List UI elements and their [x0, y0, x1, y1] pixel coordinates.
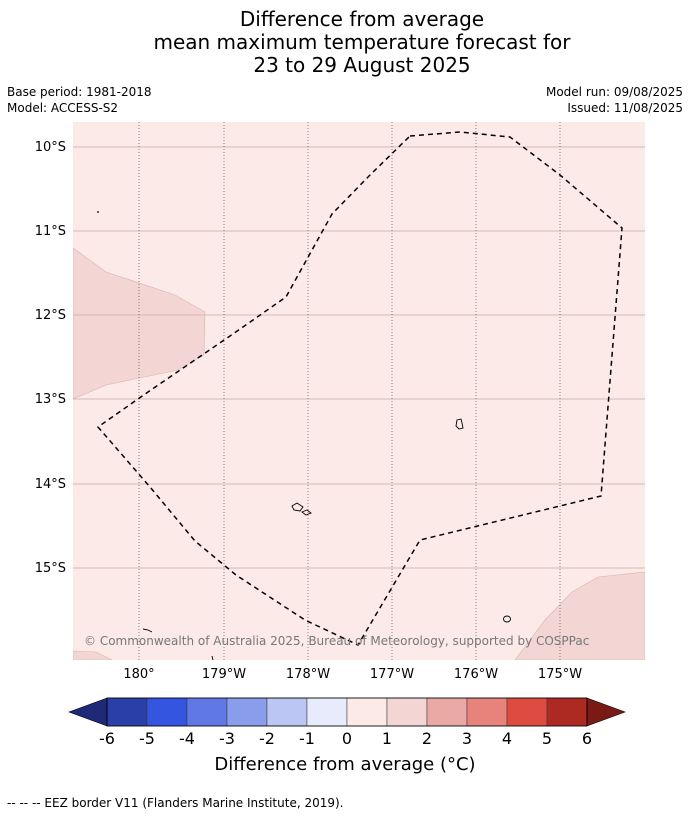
- title-line-1: Difference from average: [239, 7, 485, 31]
- colorbar-bin: [266, 697, 308, 727]
- colorbar-bin: [346, 697, 388, 727]
- colorbar-tick-label: 3: [462, 729, 472, 748]
- latitude-labels: 10°S 11°S 12°S 13°S 14°S 15°S: [35, 140, 66, 576]
- lat-label-11s: 11°S: [35, 224, 66, 239]
- colorbar-tick-label: 5: [542, 729, 552, 748]
- colorbar-tick-label: -5: [139, 729, 155, 748]
- colorbar-tick-label: 4: [502, 729, 512, 748]
- anomaly-patch-southeast: [514, 571, 645, 660]
- island-small-se: [503, 615, 511, 623]
- colorbar-tick-label: 2: [422, 729, 432, 748]
- colorbar-tick-label: 6: [582, 729, 592, 748]
- colorbar-tick-label: -2: [259, 729, 275, 748]
- colorbar-tick-label: -4: [179, 729, 195, 748]
- lon-label-180: 180°: [123, 667, 154, 682]
- title-line-2: mean maximum temperature forecast for: [153, 30, 571, 54]
- colorbar-extend-high: [586, 697, 626, 727]
- meta-right: Model run: 09/08/2025 Issued: 11/08/2025: [546, 84, 683, 116]
- lat-label-12s: 12°S: [35, 308, 66, 323]
- island-futuna: [291, 502, 304, 512]
- copyright-text: © Commonwealth of Australia 2025, Bureau…: [84, 634, 589, 648]
- island-speck-nw: [97, 211, 99, 213]
- island-speck-sw: [142, 628, 153, 633]
- model-run-text: Model run: 09/08/2025: [545, 85, 683, 99]
- eez-border: [96, 131, 623, 646]
- island-speck-south: [211, 655, 214, 660]
- colorbar-tick-label: 0: [342, 729, 352, 748]
- colorbar-bin: [106, 697, 148, 727]
- lat-label-14s: 14°S: [35, 477, 66, 492]
- lon-label-178w: 178°W: [286, 667, 330, 682]
- lat-label-10s: 10°S: [35, 140, 66, 155]
- colorbar-bin: [226, 697, 268, 727]
- latitude-gridlines: [73, 146, 645, 569]
- island-alofi: [301, 509, 312, 516]
- colorbar-tick-label: -3: [219, 729, 235, 748]
- lon-label-177w: 177°W: [370, 667, 414, 682]
- colorbar-outline: [106, 697, 588, 727]
- eez-legend-note: -- -- -- EEZ border V11 (Flanders Marine…: [7, 796, 344, 810]
- colorbar-label: Difference from average (°C): [214, 754, 476, 775]
- colorbar-bin: [306, 697, 348, 727]
- island-wallis: [455, 418, 464, 430]
- colorbar-bin: [426, 697, 468, 727]
- colorbar-bin: [506, 697, 548, 727]
- colorbar-extend-low: [68, 697, 108, 727]
- colorbar-bin: [546, 697, 588, 727]
- lon-label-176w: 176°W: [454, 667, 498, 682]
- colorbar-tick-label: -1: [299, 729, 315, 748]
- map-background: [73, 122, 645, 660]
- colorbar-tick-label: -6: [99, 729, 115, 748]
- base-period-text: Base period: 1981-2018: [7, 85, 152, 99]
- title-line-3: 23 to 29 August 2025: [253, 53, 471, 77]
- lon-label-175w: 175°W: [538, 667, 582, 682]
- colorbar-bin: [146, 697, 188, 727]
- anomaly-patch-southwest: [73, 650, 113, 660]
- issued-text: Issued: 11/08/2025: [567, 101, 683, 115]
- lon-label-179w: 179°W: [202, 667, 246, 682]
- meta-left: Base period: 1981-2018 Model: ACCESS-S2: [7, 84, 152, 116]
- model-text: Model: ACCESS-S2: [7, 101, 119, 115]
- colorbar-bin: [186, 697, 228, 727]
- lat-label-13s: 13°S: [35, 392, 66, 407]
- colorbar-tick-label: 1: [382, 729, 392, 748]
- longitude-labels: 180° 179°W 178°W 177°W 176°W 175°W: [123, 667, 582, 682]
- lat-label-15s: 15°S: [35, 561, 66, 576]
- chart-title: Difference from average mean maximum tem…: [0, 8, 690, 77]
- colorbar: -6 -5 -4 -3 -2 -1 0 1 2 3 4 5 6: [68, 697, 626, 748]
- colorbar-bin: [386, 697, 428, 727]
- colorbar-bin: [466, 697, 508, 727]
